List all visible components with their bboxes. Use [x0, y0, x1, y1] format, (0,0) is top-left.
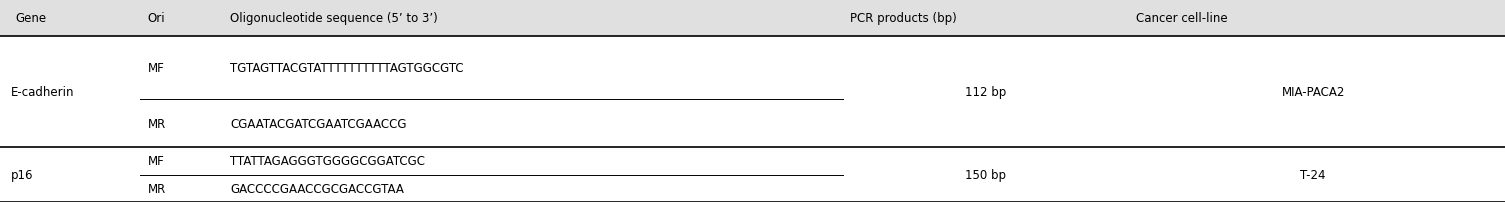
Text: Ori: Ori	[147, 12, 166, 25]
Text: GACCCCGAACCGCGACCGTAA: GACCCCGAACCGCGACCGTAA	[230, 182, 405, 195]
Text: MIA-PACA2: MIA-PACA2	[1281, 85, 1345, 98]
Text: MF: MF	[147, 62, 164, 75]
Text: Oligonucleotide sequence (5’ to 3’): Oligonucleotide sequence (5’ to 3’)	[230, 12, 438, 25]
Text: E-cadherin: E-cadherin	[11, 85, 74, 98]
Text: TTATTAGAGGGTGGGGCGGATCGC: TTATTAGAGGGTGGGGCGGATCGC	[230, 155, 426, 168]
Text: T-24: T-24	[1300, 168, 1326, 181]
Text: Gene: Gene	[15, 12, 47, 25]
Text: MR: MR	[147, 117, 166, 130]
Bar	[0, 0, 1505, 36]
Text: 112 bp: 112 bp	[965, 85, 1007, 98]
Text: MR: MR	[147, 182, 166, 195]
Text: p16: p16	[11, 168, 33, 181]
Text: TGTAGTTACGTATTTTTTTTTTAGTGGCGTC: TGTAGTTACGTATTTTTTTTTTAGTGGCGTC	[230, 62, 464, 75]
Text: MF: MF	[147, 155, 164, 168]
Text: CGAATACGATCGAATCGAACCG: CGAATACGATCGAATCGAACCG	[230, 117, 406, 130]
Text: PCR products (bp): PCR products (bp)	[850, 12, 957, 25]
Text: Cancer cell-line: Cancer cell-line	[1136, 12, 1228, 25]
Text: 150 bp: 150 bp	[965, 168, 1007, 181]
